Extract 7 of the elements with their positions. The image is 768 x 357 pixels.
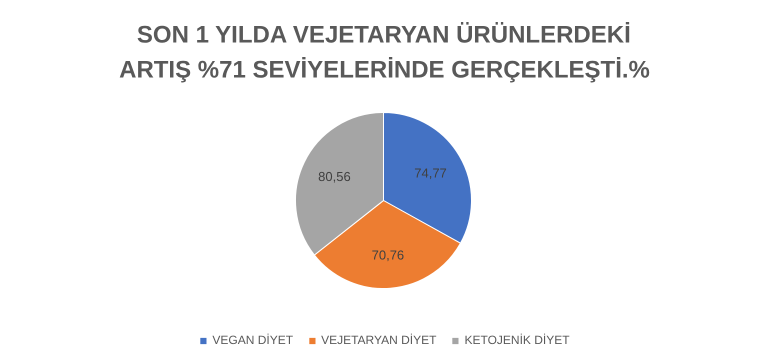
legend-label: KETOJENİK DİYET [464,333,570,347]
data-label: 74,77 [414,165,447,180]
data-label: 80,56 [318,169,351,184]
data-label: 70,76 [372,247,404,262]
legend-label: VEJETARYAN DİYET [321,333,436,347]
chart-title: SON 1 YILDA VEJETARYAN ÜRÜNLERDEKİ ARTIŞ %71 SEVİYELERİNDE GERÇEKLEŞTİ.% [119,21,650,84]
legend-label: VEGAN DİYET [212,333,294,347]
